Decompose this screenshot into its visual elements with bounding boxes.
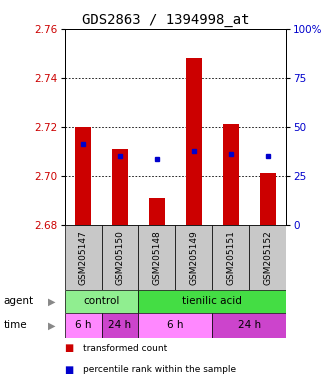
- Bar: [213, 313, 286, 338]
- Text: tienilic acid: tienilic acid: [182, 296, 242, 306]
- Bar: [102, 225, 138, 290]
- Bar: [138, 225, 175, 290]
- Text: 6 h: 6 h: [75, 320, 91, 331]
- Text: GSM205149: GSM205149: [189, 230, 198, 285]
- Text: transformed count: transformed count: [83, 344, 167, 353]
- Text: ■: ■: [65, 343, 74, 354]
- Bar: [213, 225, 249, 290]
- Bar: [186, 58, 202, 225]
- Text: GSM205147: GSM205147: [78, 230, 87, 285]
- Bar: [75, 127, 91, 225]
- Text: time: time: [3, 320, 27, 331]
- Text: percentile rank within the sample: percentile rank within the sample: [83, 365, 236, 374]
- Text: control: control: [83, 296, 120, 306]
- Text: GSM205150: GSM205150: [116, 230, 124, 285]
- Bar: [222, 124, 239, 225]
- Bar: [249, 225, 286, 290]
- Bar: [102, 313, 138, 338]
- Text: 24 h: 24 h: [109, 320, 131, 331]
- Bar: [65, 290, 138, 313]
- Text: 6 h: 6 h: [167, 320, 184, 331]
- Bar: [65, 225, 102, 290]
- Bar: [138, 313, 213, 338]
- Bar: [175, 225, 213, 290]
- Bar: [65, 313, 102, 338]
- Text: ■: ■: [65, 364, 74, 375]
- Text: 24 h: 24 h: [238, 320, 261, 331]
- Text: GDS2863 / 1394998_at: GDS2863 / 1394998_at: [82, 13, 249, 27]
- Text: GSM205151: GSM205151: [226, 230, 235, 285]
- Text: GSM205152: GSM205152: [263, 230, 272, 285]
- Text: ▶: ▶: [48, 320, 55, 331]
- Text: ▶: ▶: [48, 296, 55, 306]
- Bar: [149, 198, 165, 225]
- Bar: [260, 173, 276, 225]
- Text: GSM205148: GSM205148: [153, 230, 162, 285]
- Bar: [138, 290, 286, 313]
- Bar: [112, 149, 128, 225]
- Text: agent: agent: [3, 296, 33, 306]
